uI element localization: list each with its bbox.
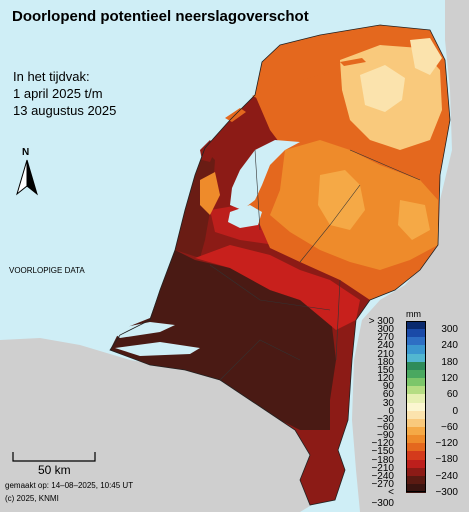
legend-swatch bbox=[406, 410, 426, 420]
legend-swatch bbox=[406, 321, 426, 330]
legend-swatch bbox=[406, 361, 426, 371]
legend-left-label: −90 bbox=[377, 430, 394, 442]
legend-swatch bbox=[406, 402, 426, 412]
zone-orange-light-2 bbox=[398, 200, 430, 240]
legend-right-label: 300 bbox=[441, 324, 458, 335]
estuary-1 bbox=[110, 322, 175, 338]
legend-left-label: −210 bbox=[371, 462, 394, 474]
period-line-2: 1 april 2025 t/m bbox=[13, 86, 103, 101]
legend-border bbox=[406, 321, 426, 493]
legend-right-label: −180 bbox=[435, 454, 458, 466]
legend-left-label: < −300 bbox=[371, 487, 394, 510]
period-line-1: In het tijdvak: bbox=[13, 69, 90, 84]
copyright-label: (c) 2025, KNMI bbox=[5, 494, 59, 503]
legend-left-label: 270 bbox=[377, 332, 394, 344]
lake-markermeer bbox=[228, 205, 262, 228]
netherlands-outline bbox=[109, 24, 451, 506]
legend-left-label: 30 bbox=[382, 397, 394, 409]
legend-left-label: −120 bbox=[371, 438, 394, 450]
legend-right-label: −120 bbox=[435, 438, 458, 450]
legend-left-label: 240 bbox=[377, 340, 394, 352]
legend-right-label: 60 bbox=[446, 389, 458, 401]
legend-left-label: −60 bbox=[377, 421, 394, 433]
legend-right-label: 240 bbox=[441, 340, 458, 352]
legend-unit: mm bbox=[406, 309, 421, 319]
legend-right-label: −60 bbox=[441, 421, 458, 433]
legend-right-label: −300 bbox=[435, 487, 458, 498]
preliminary-data-label: VOORLOPIGE DATA bbox=[9, 266, 85, 275]
legend-swatch bbox=[406, 353, 426, 363]
legend-left-label: 120 bbox=[377, 373, 394, 385]
legend-swatch bbox=[406, 337, 426, 347]
zone-very-dry-coast bbox=[175, 150, 215, 258]
legend-swatch bbox=[406, 435, 426, 444]
legend-left-label: 90 bbox=[382, 381, 394, 393]
province-borders bbox=[209, 149, 421, 381]
legend-swatch bbox=[406, 418, 426, 428]
land-germany bbox=[352, 0, 469, 512]
north-arrow-icon bbox=[16, 159, 38, 196]
zone-very-dry bbox=[110, 250, 336, 430]
legend-left-label: −270 bbox=[371, 479, 394, 490]
legend-swatch bbox=[406, 484, 426, 493]
scale-bar bbox=[12, 452, 96, 462]
legend-right-label: 120 bbox=[441, 372, 458, 384]
island-ameland bbox=[298, 68, 330, 80]
legend-left-label: 60 bbox=[382, 389, 394, 401]
legend-right-label: −240 bbox=[435, 470, 458, 482]
legend-swatch bbox=[406, 386, 426, 395]
legend-left-label: 300 bbox=[377, 324, 394, 336]
legend-left-label: −180 bbox=[371, 454, 394, 466]
island-texel bbox=[200, 140, 216, 162]
legend-left-label: −150 bbox=[371, 446, 394, 458]
legend-right-label: 0 bbox=[452, 405, 458, 417]
zone-pale bbox=[360, 65, 405, 112]
legend-left-label: > 300 bbox=[368, 316, 394, 327]
zone-pale-2 bbox=[410, 38, 442, 75]
legend-swatch bbox=[406, 459, 426, 469]
estuary-2 bbox=[115, 342, 200, 356]
legend-left-label: −240 bbox=[371, 470, 394, 482]
legend-left-label: 210 bbox=[377, 348, 394, 360]
island-schiermonnikoog bbox=[340, 58, 366, 66]
legend-swatch bbox=[406, 378, 426, 387]
lake-ijsselmeer bbox=[230, 140, 300, 210]
legend-swatch bbox=[406, 369, 426, 379]
zone-orange-west bbox=[200, 172, 220, 215]
made-on-label: gemaakt op: 14–08–2025, 10:45 UT bbox=[5, 481, 134, 490]
legend-swatch bbox=[406, 394, 426, 404]
legend-left-label: 0 bbox=[388, 405, 394, 417]
map-title: Doorlopend potentieel neerslagoverschot bbox=[12, 8, 309, 25]
period-line-3: 13 augustus 2025 bbox=[13, 103, 117, 118]
island-terschelling bbox=[252, 84, 290, 100]
legend-swatch bbox=[406, 443, 426, 452]
legend-swatch bbox=[406, 475, 426, 485]
legend-swatch bbox=[406, 426, 426, 436]
legend-left-label: 150 bbox=[377, 364, 394, 376]
period-block: In het tijdvak: 1 april 2025 t/m 13 augu… bbox=[13, 68, 116, 119]
zone-orange-light bbox=[318, 170, 365, 230]
scale-label: 50 km bbox=[38, 463, 71, 477]
legend-left-label: −30 bbox=[377, 413, 394, 425]
zone-red bbox=[195, 245, 360, 330]
legend-swatch bbox=[406, 451, 426, 461]
legend-right-label: 180 bbox=[441, 356, 458, 368]
north-label: N bbox=[22, 147, 30, 158]
legend-swatch bbox=[406, 467, 426, 477]
legend-swatch bbox=[406, 345, 426, 355]
legend-swatch bbox=[406, 329, 426, 338]
legend-left-label: 180 bbox=[377, 356, 394, 368]
